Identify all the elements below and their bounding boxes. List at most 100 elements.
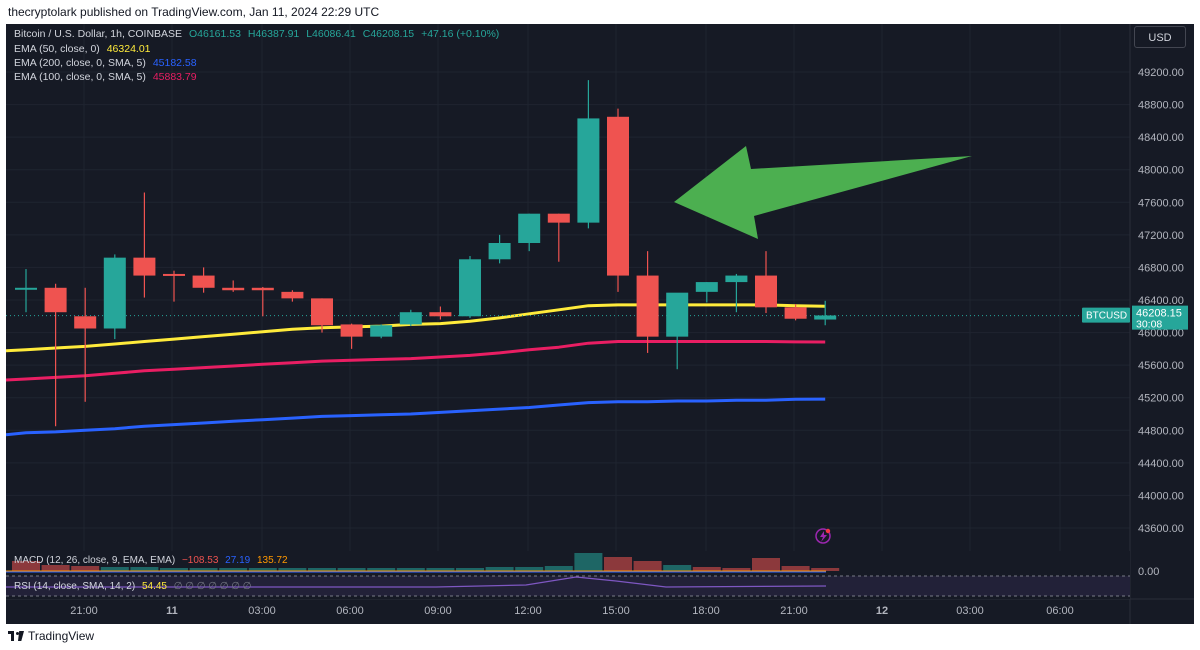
macd-bar [219, 568, 248, 571]
price-tick-label: 48000.00 [1138, 165, 1184, 177]
price-tag-countdown: 30:08 [1136, 319, 1162, 331]
macd-bar [71, 566, 100, 571]
ema200-line [6, 397, 826, 437]
symbol-tag-label: BTCUSD [1086, 311, 1127, 322]
macd-bar [12, 561, 40, 571]
high-value: H46387.91 [247, 28, 300, 40]
ema50-line [6, 303, 826, 353]
macd-bar [604, 557, 632, 571]
price-tick-label: 43600.00 [1138, 523, 1184, 535]
candle-body [518, 213, 541, 243]
publisher-bar: thecryptolark published on TradingView.c… [0, 0, 1200, 24]
candle-body [547, 213, 570, 223]
low-value: L46086.41 [306, 28, 356, 40]
price-tick-label: 44000.00 [1138, 490, 1184, 502]
candle-body [340, 324, 363, 337]
macd-bar [367, 568, 396, 571]
price-tick-label: 49200.00 [1138, 67, 1184, 79]
ema200-value: 45182.58 [152, 57, 197, 69]
time-tick-label: 09:00 [424, 605, 452, 617]
candle-body [133, 257, 156, 276]
ema200-label: EMA (200, close, 0, SMA, 5) [14, 57, 146, 69]
candle-body [429, 312, 452, 317]
symbol-label: Bitcoin / U.S. Dollar, 1h, COINBASE [14, 28, 183, 40]
open-value: O46161.53 [188, 28, 241, 40]
macd-bar [752, 558, 780, 571]
macd-legend: MACD (12, 26, close, 9, EMA, EMA) −108.5… [14, 555, 288, 566]
candle-body [399, 312, 422, 325]
tradingview-logo-icon [8, 631, 24, 641]
price-tag-box [1132, 305, 1188, 330]
candle-body [192, 275, 215, 288]
macd-bar [248, 568, 277, 571]
close-value: C46208.15 [362, 28, 415, 40]
ema50-legend: EMA (50, close, 0) 46324.01 [14, 43, 151, 55]
time-tick-label: 18:00 [692, 605, 720, 617]
footer-bar: TradingView [0, 624, 1200, 650]
change-value: +47.16 (+0.10%) [421, 28, 500, 40]
candle-body [15, 287, 37, 290]
macd-bar [337, 568, 366, 571]
candle-body [725, 275, 748, 283]
annotation-arrow [674, 146, 972, 239]
symbol-legend: Bitcoin / U.S. Dollar, 1h, COINBASE O461… [14, 28, 499, 40]
macd-bar [811, 568, 840, 571]
macd-bar [781, 566, 810, 571]
macd-bar [633, 561, 662, 571]
alert-bolt-icon [820, 531, 827, 542]
macd-bar [396, 568, 425, 571]
price-tick-label: 46400.00 [1138, 295, 1184, 307]
time-tick-label: 12 [876, 605, 888, 617]
price-tick-label: 48400.00 [1138, 132, 1184, 144]
price-tick-label: 46800.00 [1138, 262, 1184, 274]
macd-label: MACD (12, 26, close, 9, EMA, EMA) [14, 555, 176, 566]
macd-bar [100, 567, 129, 571]
candle-body [44, 287, 67, 313]
macd-bar [722, 568, 751, 571]
time-tick-label: 11 [166, 605, 178, 617]
ema200-legend: EMA (200, close, 0, SMA, 5) 45182.58 [14, 57, 197, 69]
price-tick-label: 47600.00 [1138, 197, 1184, 209]
macd-bar [278, 568, 307, 571]
price-chart[interactable]: 43600.00 44000.00 44400.00 44800.00 45200.00… [6, 24, 1194, 624]
candle-body [755, 275, 777, 308]
ema100-line [6, 340, 826, 382]
time-tick-label: 21:00 [780, 605, 808, 617]
price-tick-label: 44400.00 [1138, 458, 1184, 470]
currency-button[interactable]: USD [1134, 26, 1186, 48]
candle-body [74, 316, 97, 329]
macd-bar [426, 568, 455, 571]
candle-body [577, 118, 600, 223]
macd-bar [692, 567, 721, 571]
candle-body [103, 257, 126, 329]
rsi-value: 54.45 [141, 581, 167, 592]
ema100-label: EMA (100, close, 0, SMA, 5) [14, 71, 146, 83]
candle-body [607, 116, 629, 276]
candle-body [488, 243, 511, 260]
time-tick-label: 06:00 [1046, 605, 1074, 617]
time-tick-label: 21:00 [70, 605, 98, 617]
ema100-value: 45883.79 [152, 71, 197, 83]
ema100-legend: EMA (100, close, 0, SMA, 5) 45883.79 [14, 71, 197, 83]
macd-value-1: −108.53 [181, 555, 219, 566]
macd-bar [544, 566, 573, 571]
macd-bar [160, 568, 188, 571]
alert-dot-icon [825, 528, 831, 534]
alert-icon [815, 528, 831, 544]
macd-bar [308, 568, 336, 571]
tradingview-logo: TradingView [8, 629, 94, 643]
chart-panel[interactable]: 43600.00 44000.00 44400.00 44800.00 45200.00… [6, 24, 1194, 624]
candle-body [784, 307, 807, 319]
candle-body [666, 292, 689, 337]
symbol-tag-box [1082, 307, 1130, 323]
macd-bar [663, 565, 692, 571]
rsi-tail: ∅ ∅ ∅ ∅ ∅ ∅ ∅ [173, 581, 252, 592]
brand-label: TradingView [28, 629, 95, 643]
macd-pane [6, 551, 1130, 599]
candle-body [281, 291, 304, 299]
price-tick-label: 47200.00 [1138, 230, 1184, 242]
time-tick-label: 03:00 [248, 605, 276, 617]
macd-bar [485, 567, 514, 571]
price-tag-value: 46208.15 [1136, 308, 1182, 320]
